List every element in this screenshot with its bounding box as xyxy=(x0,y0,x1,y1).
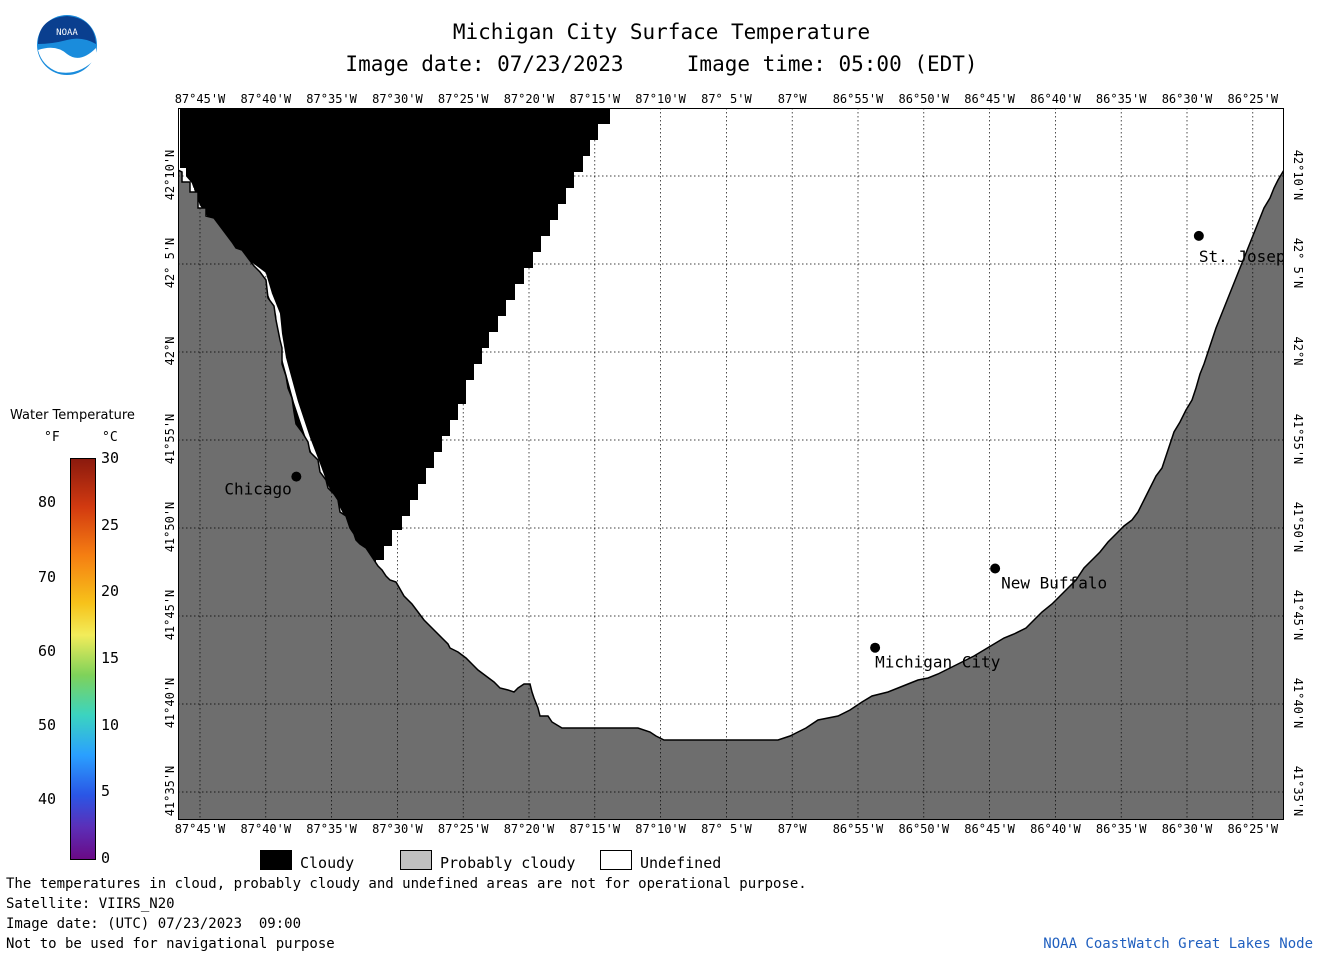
longitude-tick-label: 86°50'W xyxy=(898,822,950,836)
category-label: Cloudy xyxy=(300,854,355,872)
map-frame xyxy=(178,108,1284,820)
longitude-tick-label: 87°10'W xyxy=(635,92,686,106)
longitude-tick-label: 87°35'W xyxy=(306,92,357,106)
longitude-tick-label: 87°15'W xyxy=(569,822,621,836)
category-swatch xyxy=(400,850,432,870)
celsius-tick: 30 xyxy=(101,449,120,467)
latitude-tick-label: 41°35'N xyxy=(163,765,177,817)
city-label: St. Joseph xyxy=(1199,247,1284,266)
legend-unit-c: °C xyxy=(102,430,118,445)
longitude-tick-label: 86°55'W xyxy=(832,92,884,106)
city-marker xyxy=(1193,230,1204,241)
latitude-tick-label: 41°55'N xyxy=(1291,413,1305,465)
longitude-tick-label: 87°20'W xyxy=(503,822,555,836)
city-marker xyxy=(990,563,1001,574)
fahrenheit-tick: 40 xyxy=(38,789,57,808)
latitude-tick-label: 42° 5'N xyxy=(163,237,177,289)
logo-text: NOAA xyxy=(56,28,78,38)
latitude-tick-label: 41°50'N xyxy=(1291,501,1305,553)
latitude-tick-label: 42° 5'N xyxy=(1291,237,1305,289)
longitude-tick-label: 87°45'W xyxy=(174,822,226,836)
footer-nav-warning: Not to be used for navigational purpose xyxy=(6,936,335,952)
longitude-tick-label: 86°50'W xyxy=(898,92,950,106)
celsius-tick: 5 xyxy=(101,782,111,801)
longitude-tick-label: 86°35'W xyxy=(1095,92,1147,106)
longitude-tick-label: 87°30'W xyxy=(372,822,423,836)
celsius-tick: 20 xyxy=(101,582,120,601)
legend-title: Water Temperature xyxy=(10,408,135,423)
longitude-tick-label: 87°45'W xyxy=(174,92,226,106)
map-title: Michigan City Surface Temperature xyxy=(452,20,871,44)
celsius-tick: 15 xyxy=(101,649,120,667)
footer-satellite: Satellite: VIIRS_N20 xyxy=(6,896,175,912)
longitude-tick-label: 86°45'W xyxy=(964,92,1015,106)
latitude-tick-label: 41°35'N xyxy=(1291,765,1305,817)
latitude-tick-label: 41°40'N xyxy=(1291,677,1305,729)
category-label: Undefined xyxy=(640,854,722,872)
longitude-tick-label: 87°25'W xyxy=(437,92,489,106)
legend-unit-f: °F xyxy=(44,430,60,445)
fahrenheit-tick: 60 xyxy=(38,641,57,660)
longitude-tick-label: 86°30'W xyxy=(1161,92,1213,106)
attribution-link[interactable]: NOAA CoastWatch Great Lakes Node xyxy=(1043,936,1313,952)
longitude-tick-label: 87°10'W xyxy=(635,822,686,836)
fahrenheit-tick: 80 xyxy=(38,493,57,512)
longitude-tick-label: 87°40'W xyxy=(240,822,292,836)
graticule xyxy=(178,108,1284,820)
longitude-tick-label: 86°30'W xyxy=(1161,822,1213,836)
latitude-tick-label: 42°N xyxy=(1291,336,1305,366)
celsius-tick: 10 xyxy=(101,715,120,734)
footer-utc-date: Image date: (UTC) 07/23/2023 09:00 xyxy=(6,916,302,932)
longitude-tick-label: 87°15'W xyxy=(569,92,621,106)
fahrenheit-tick: 50 xyxy=(38,715,57,734)
longitude-tick-label: 87°35'W xyxy=(306,822,357,836)
longitude-tick-label: 86°25'W xyxy=(1227,822,1279,836)
city-label: Chicago xyxy=(224,480,291,499)
longitude-tick-label: 87° 5'W xyxy=(701,822,752,836)
latitude-tick-label: 41°40'N xyxy=(163,677,177,729)
land-region xyxy=(178,168,1284,820)
city-label: New Buffalo xyxy=(1001,574,1107,593)
longitude-tick-label: 87°40'W xyxy=(240,92,292,106)
cloud-region xyxy=(180,108,610,582)
latitude-tick-label: 42°10'N xyxy=(163,149,177,201)
noaa-logo: NOAA xyxy=(37,15,97,75)
latitude-tick-label: 41°55'N xyxy=(163,413,177,465)
map-subtitle: Image date: 07/23/2023 Image time: 05:00… xyxy=(345,52,978,76)
city-marker xyxy=(291,471,302,482)
latitude-tick-label: 41°50'N xyxy=(163,501,177,553)
temperature-colorbar xyxy=(70,458,96,860)
longitude-tick-label: 87° 5'W xyxy=(701,92,752,106)
celsius-tick: 25 xyxy=(101,515,120,534)
footer-note: The temperatures in cloud, probably clou… xyxy=(6,876,807,892)
city-label: Michigan City xyxy=(875,653,1001,672)
latitude-tick-label: 42°N xyxy=(163,336,177,366)
longitude-tick-label: 86°25'W xyxy=(1227,92,1279,106)
longitude-tick-label: 86°55'W xyxy=(832,822,884,836)
category-label: Probably cloudy xyxy=(440,854,576,872)
map-area: St. Joseph Chicago New Buffalo Michigan Cit… xyxy=(178,108,1284,820)
celsius-tick: 0 xyxy=(101,849,111,867)
longitude-tick-label: 86°45'W xyxy=(964,822,1015,836)
longitude-tick-label: 86°40'W xyxy=(1030,822,1081,836)
city-marker xyxy=(870,642,881,653)
category-swatch xyxy=(600,850,632,870)
city-markers: St. Joseph Chicago New Buffalo Michigan Cit… xyxy=(224,230,1284,672)
longitude-tick-label: 87°W xyxy=(777,92,807,106)
longitude-tick-label: 87°W xyxy=(777,822,807,836)
longitude-tick-label: 86°35'W xyxy=(1095,822,1147,836)
latitude-tick-label: 41°45'N xyxy=(1291,589,1305,641)
longitude-tick-label: 87°25'W xyxy=(437,822,489,836)
longitude-tick-label: 87°20'W xyxy=(503,92,555,106)
category-swatch xyxy=(260,850,292,870)
latitude-tick-label: 41°45'N xyxy=(163,589,177,641)
longitude-tick-label: 86°40'W xyxy=(1030,92,1081,106)
longitude-tick-label: 87°30'W xyxy=(372,92,423,106)
fahrenheit-tick: 70 xyxy=(38,567,57,586)
latitude-tick-label: 42°10'N xyxy=(1291,149,1305,201)
